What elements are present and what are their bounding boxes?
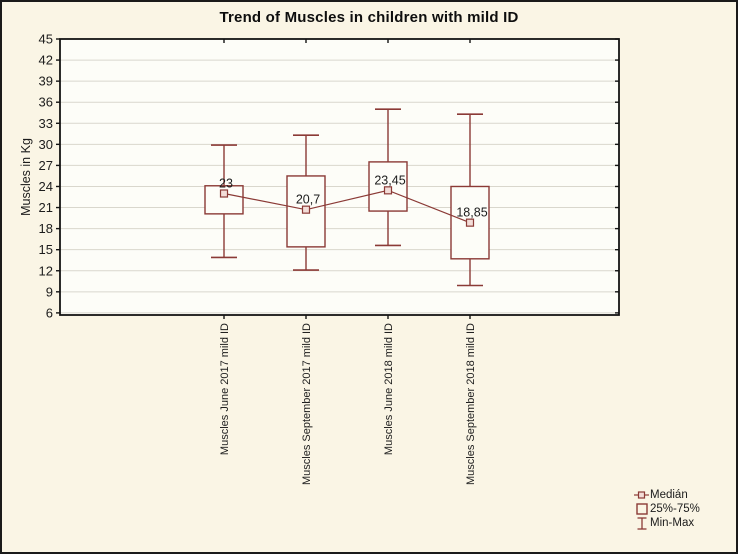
y-axis-title: Muscles in Kg xyxy=(19,138,33,216)
plot-frame xyxy=(59,38,620,316)
plot-area xyxy=(60,39,619,315)
y-tick-label: 33 xyxy=(39,116,53,131)
median-value-label: 23 xyxy=(219,177,233,191)
quartile-box-icon xyxy=(633,503,650,515)
y-tick-label: 45 xyxy=(39,32,53,47)
y-tick-label: 24 xyxy=(39,179,53,194)
median-value-label: 23,45 xyxy=(374,173,405,187)
y-tick-label: 30 xyxy=(39,137,53,152)
legend-item-quartiles: 25%-75% xyxy=(633,502,700,516)
median-value-label: 18,85 xyxy=(456,206,487,220)
legend-item-minmax: Min-Max xyxy=(633,516,700,530)
x-category-label: Muscles September 2017 mild ID xyxy=(301,323,313,485)
x-category-label: Muscles September 2018 mild ID xyxy=(465,323,477,485)
y-tick-label: 15 xyxy=(39,242,53,257)
y-tick-label: 6 xyxy=(46,305,53,320)
y-tick-label: 12 xyxy=(39,263,53,278)
y-tick-label: 9 xyxy=(46,284,53,299)
median-marker xyxy=(301,205,311,214)
legend-label-quartiles: 25%-75% xyxy=(650,503,700,515)
x-category-label: Muscles June 2017 mild ID xyxy=(219,323,231,455)
median-marker xyxy=(465,218,475,227)
median-marker xyxy=(219,189,229,198)
median-marker xyxy=(383,186,393,195)
median-marker-icon xyxy=(633,490,650,500)
y-tick-label: 36 xyxy=(39,95,53,110)
y-tick-label: 39 xyxy=(39,74,53,89)
y-tick-label: 27 xyxy=(39,158,53,173)
min-max-whisker-icon xyxy=(633,516,650,530)
legend-label-median: Medián xyxy=(650,489,688,501)
legend: Medián 25%-75% Min-Max xyxy=(633,488,700,530)
y-tick-label: 42 xyxy=(39,53,53,68)
legend-label-minmax: Min-Max xyxy=(650,517,695,529)
y-tick-label: 21 xyxy=(39,200,53,215)
legend-item-median: Medián xyxy=(633,488,700,502)
y-tick-label: 18 xyxy=(39,221,53,236)
x-category-label: Muscles June 2018 mild ID xyxy=(383,323,395,455)
chart-title: Trend of Muscles in children with mild I… xyxy=(219,9,519,26)
median-trend-line xyxy=(223,189,471,224)
median-value-label: 20,7 xyxy=(296,193,320,207)
